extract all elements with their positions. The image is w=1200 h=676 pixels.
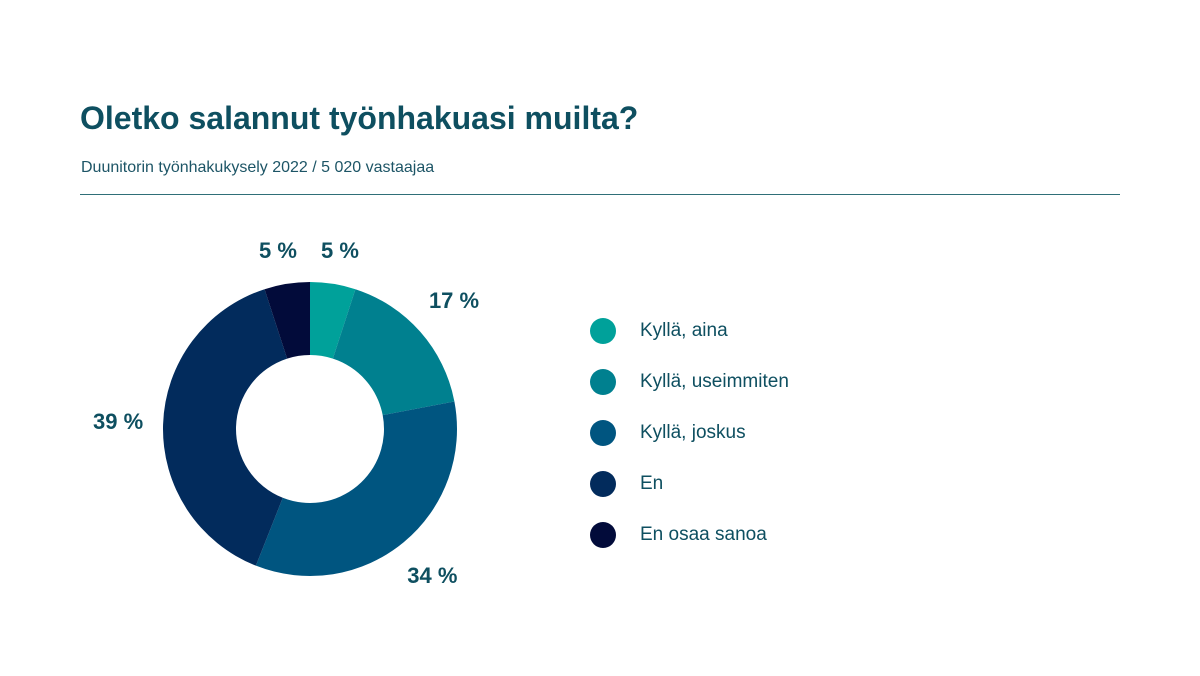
slice-value-label: 39 % (93, 409, 143, 434)
legend-item: Kyllä, joskus (590, 415, 789, 451)
legend-item: Kyllä, useimmiten (590, 364, 789, 400)
donut-slices (163, 282, 457, 576)
legend-label: Kyllä, useimmiten (640, 371, 789, 392)
slice-value-label: 5 % (321, 238, 359, 263)
slice-value-label: 5 % (259, 238, 297, 263)
slice-value-label: 17 % (429, 288, 479, 313)
legend-swatch (590, 420, 616, 446)
chart-subtitle: Duunitorin työnhakukysely 2022 / 5 020 v… (81, 159, 435, 176)
donut-value-labels: 5 % 17 % 34 % 39 % 5 % (93, 238, 479, 588)
donut-slice[interactable] (163, 289, 288, 566)
legend-label: Kyllä, joskus (640, 422, 746, 443)
chart-title: Oletko salannut työnhakuasi muilta? (80, 100, 639, 136)
legend-item: Kyllä, aina (590, 313, 789, 349)
header-divider (80, 194, 1120, 195)
chart-legend: Kyllä, aina Kyllä, useimmiten Kyllä, josku… (590, 313, 789, 568)
donut-slice[interactable] (310, 282, 356, 359)
legend-label: En osaa sanoa (640, 524, 767, 545)
donut-slice[interactable] (264, 282, 310, 359)
slice-value-label: 34 % (407, 563, 457, 588)
legend-swatch (590, 369, 616, 395)
legend-swatch (590, 318, 616, 344)
legend-label: Kyllä, aina (640, 320, 728, 341)
donut-slice[interactable] (332, 289, 455, 416)
legend-item: En osaa sanoa (590, 517, 789, 553)
legend-swatch (590, 522, 616, 548)
legend-swatch (590, 471, 616, 497)
donut-slice[interactable] (255, 401, 457, 576)
legend-label: En (640, 473, 664, 494)
legend-item: En (590, 466, 789, 502)
